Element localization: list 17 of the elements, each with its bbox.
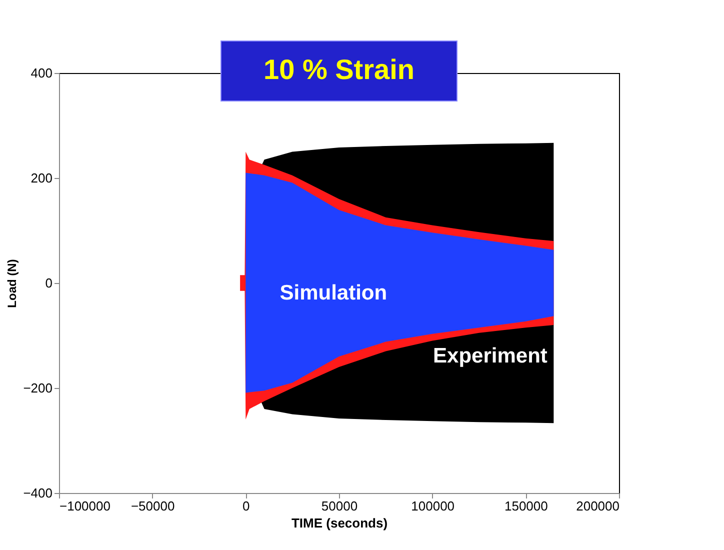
x-tick-label: 200000: [576, 498, 620, 514]
y-tick-label: −400: [23, 486, 52, 500]
x-tick-label: −100000: [60, 498, 110, 514]
x-tick-label: 150000: [504, 498, 548, 514]
x-tick-label: 0: [242, 498, 250, 514]
annotation: Simulation: [280, 282, 388, 304]
chart-title: 10 % Strain: [264, 54, 414, 85]
x-tick-label: 100000: [411, 498, 455, 514]
x-tick-label: 50000: [321, 498, 358, 514]
y-axis-title: Load (N): [5, 259, 20, 308]
annotation: Experiment: [433, 344, 548, 368]
y-tick-label: −200: [23, 380, 52, 396]
y-tick-label: 400: [30, 66, 52, 80]
x-tick-label: −50000: [130, 498, 175, 514]
y-tick-label: 200: [30, 170, 52, 186]
y-tick-label: 0: [45, 276, 52, 290]
x-axis-title: TIME (seconds): [291, 516, 388, 530]
